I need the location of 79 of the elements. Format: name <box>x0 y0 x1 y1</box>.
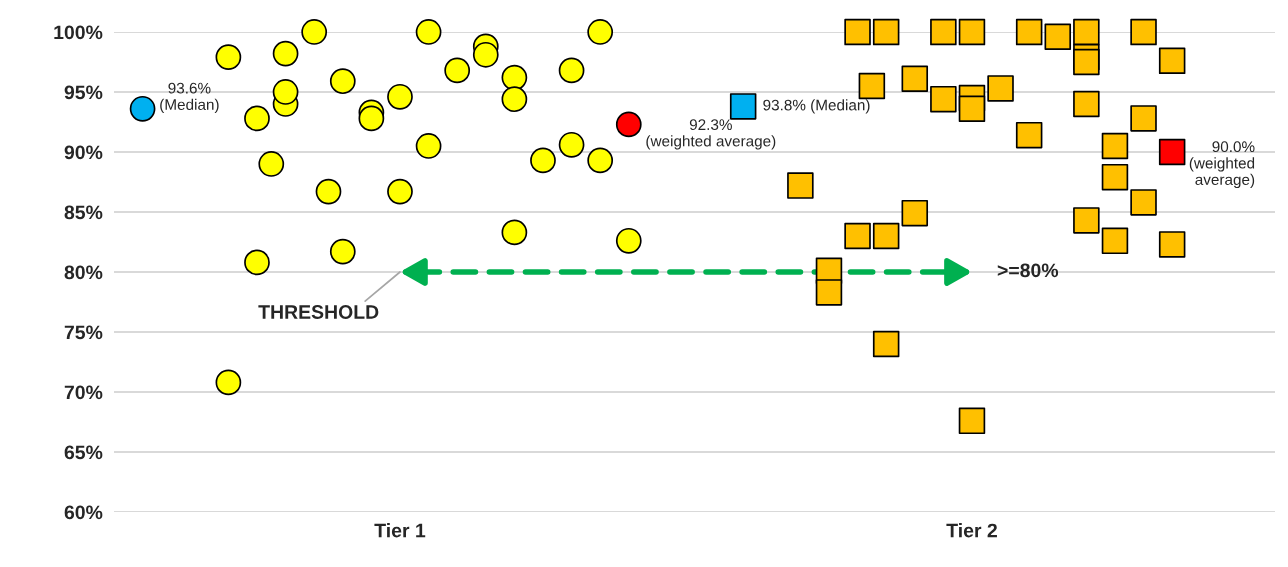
point <box>258 151 285 177</box>
point <box>215 369 242 396</box>
point <box>329 68 356 95</box>
point <box>315 178 342 205</box>
point <box>587 19 614 45</box>
point <box>1130 105 1157 132</box>
point <box>1044 23 1072 51</box>
point <box>901 199 929 227</box>
point <box>129 95 156 122</box>
point <box>272 40 299 67</box>
point <box>787 172 814 199</box>
point <box>958 18 986 46</box>
point <box>444 57 471 84</box>
point <box>872 330 900 358</box>
ref-line-label: >=80% <box>997 263 1059 278</box>
point <box>215 44 242 71</box>
point <box>1101 132 1129 160</box>
point <box>1158 138 1186 166</box>
point <box>844 18 871 46</box>
y-tick-label: 95% <box>64 85 103 100</box>
point <box>1101 227 1129 255</box>
point <box>1015 121 1043 149</box>
point <box>501 219 528 246</box>
point <box>729 93 757 120</box>
point <box>815 279 843 306</box>
point <box>1073 207 1100 234</box>
annotation: THRESHOLD <box>258 305 379 319</box>
point <box>1073 48 1100 76</box>
y-tick-label: 85% <box>64 205 103 220</box>
point <box>844 222 871 250</box>
point <box>930 18 957 46</box>
point <box>472 41 499 68</box>
point <box>501 86 528 113</box>
data-label: 93.8% (Median) <box>763 99 870 114</box>
data-label: 93.6% (Median) <box>160 82 219 114</box>
point <box>858 72 886 100</box>
point <box>501 64 528 91</box>
point <box>329 238 356 265</box>
point <box>958 95 986 123</box>
point <box>1101 163 1129 191</box>
y-tick-label: 100% <box>54 25 103 40</box>
y-tick-label: 65% <box>64 445 103 460</box>
y-tick-label: 70% <box>64 385 103 400</box>
point <box>987 75 1014 102</box>
x-tick-label: Tier 2 <box>946 523 997 538</box>
point <box>272 79 299 105</box>
point <box>244 105 270 132</box>
point <box>358 105 385 132</box>
y-tick-label: 80% <box>64 265 103 280</box>
point <box>587 147 614 174</box>
point <box>615 227 642 254</box>
x-tick-label: Tier 1 <box>374 523 426 538</box>
point <box>615 111 642 138</box>
point <box>415 133 442 159</box>
point <box>872 222 900 250</box>
point <box>958 407 986 435</box>
point <box>1130 189 1157 216</box>
point <box>244 249 270 276</box>
point <box>1073 18 1100 46</box>
data-label: 92.3% (weighted average) <box>646 119 776 150</box>
y-tick-label: 60% <box>64 505 103 520</box>
point <box>1015 18 1043 46</box>
point <box>1130 18 1157 46</box>
point <box>387 83 413 110</box>
point <box>1158 231 1186 258</box>
point <box>1158 47 1186 75</box>
point <box>872 18 900 46</box>
point <box>558 57 585 84</box>
point <box>901 65 929 93</box>
point <box>558 131 585 158</box>
point <box>530 147 556 174</box>
point <box>301 19 328 45</box>
y-tick-label: 90% <box>64 145 103 160</box>
data-label: 90.0% (weighted average) <box>1189 141 1255 189</box>
y-tick-label: 75% <box>64 325 103 340</box>
point <box>415 19 442 45</box>
point <box>930 85 957 113</box>
point <box>1073 90 1100 118</box>
point <box>387 178 413 205</box>
